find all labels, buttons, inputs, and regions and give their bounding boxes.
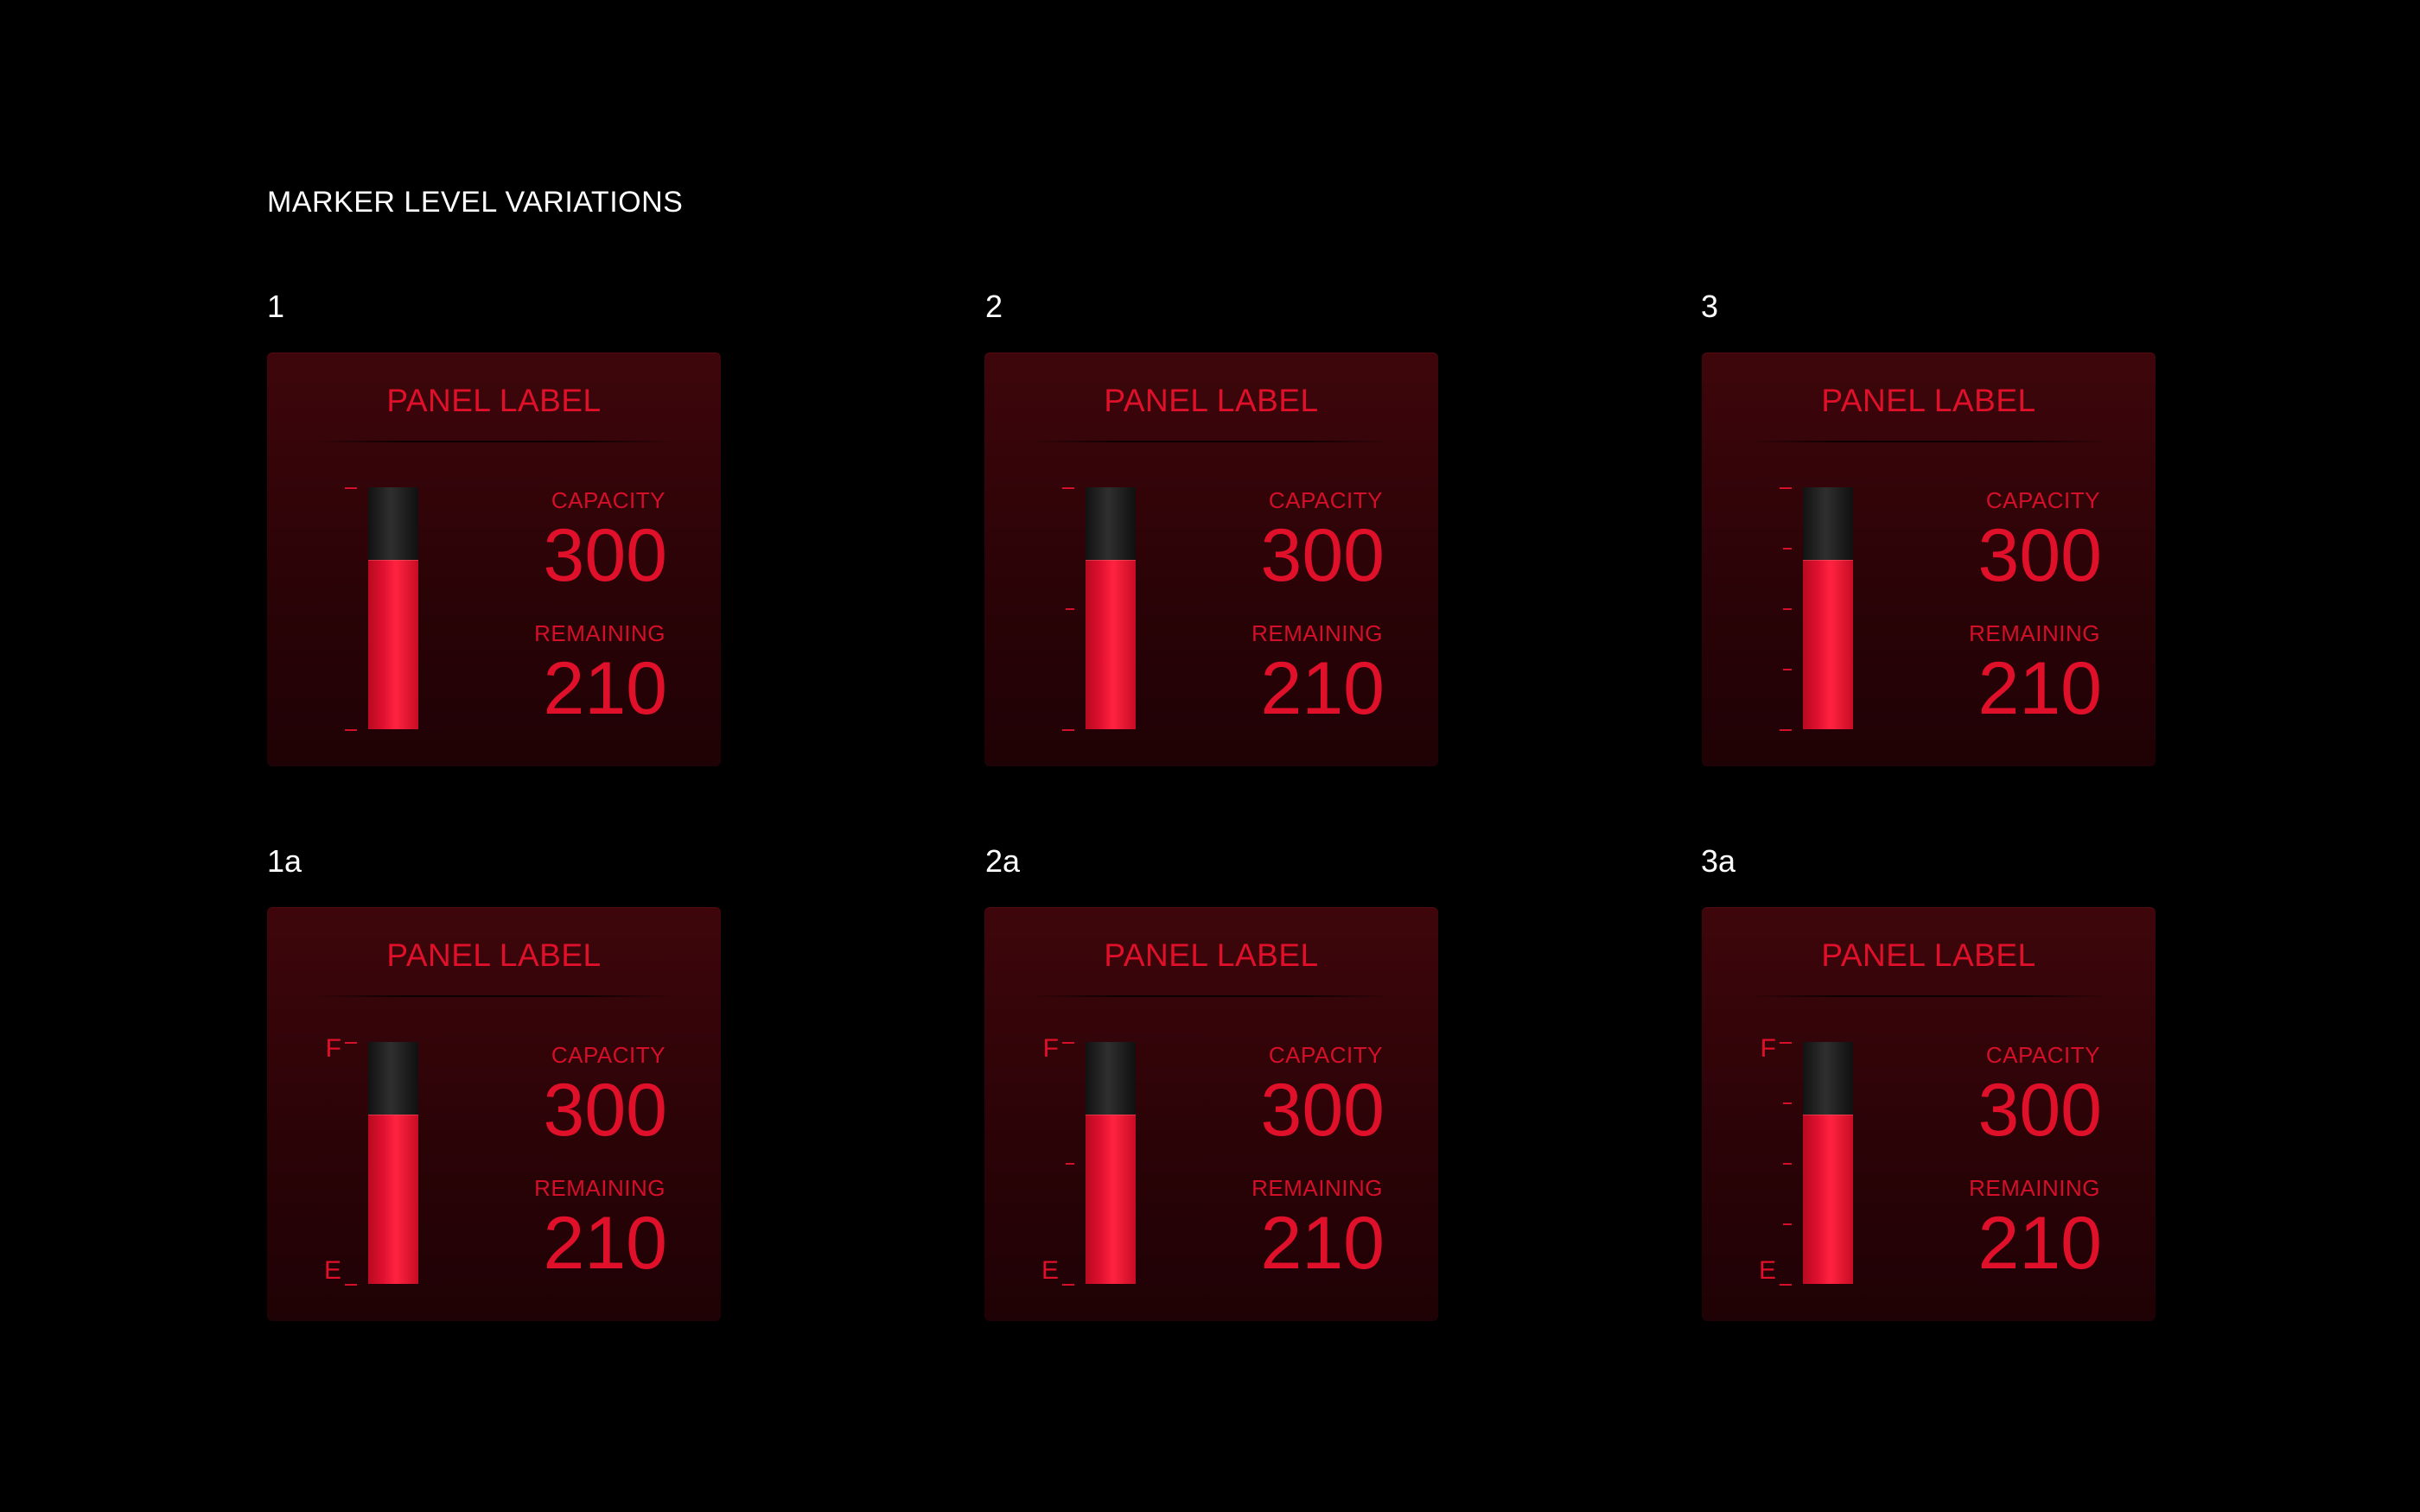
scale-tick bbox=[1062, 1284, 1074, 1286]
capacity-value: 300 bbox=[1977, 514, 2103, 597]
panel-2a: PANEL LABEL F E CAPACITY 300 REMAINING 2… bbox=[984, 907, 1438, 1321]
panel-label: PANEL LABEL bbox=[386, 383, 602, 418]
capacity-label: CAPACITY bbox=[1985, 487, 2100, 513]
level-tube bbox=[1086, 1042, 1136, 1284]
empty-marker-label: E bbox=[1758, 1256, 1776, 1285]
capacity-label: CAPACITY bbox=[1268, 487, 1383, 513]
scale-tick bbox=[1062, 487, 1074, 489]
panel-divider bbox=[1747, 441, 2111, 442]
scale-tick bbox=[345, 1042, 357, 1044]
panel-3a: PANEL LABEL F E CAPACITY 300 REMAINING 2… bbox=[1702, 907, 2156, 1321]
panel-divider bbox=[312, 441, 676, 442]
level-fill bbox=[1086, 560, 1136, 729]
remaining-value: 210 bbox=[543, 647, 668, 730]
full-marker-label: F bbox=[1760, 1034, 1776, 1063]
full-marker-label: F bbox=[325, 1034, 341, 1063]
capacity-value: 300 bbox=[1260, 514, 1385, 597]
panel-1a: PANEL LABEL F E CAPACITY 300 REMAINING 2… bbox=[267, 907, 721, 1321]
panel-divider bbox=[312, 995, 676, 997]
capacity-label: CAPACITY bbox=[1268, 1042, 1383, 1068]
level-fill bbox=[1086, 1115, 1136, 1284]
scale-tick bbox=[1062, 1042, 1074, 1044]
panel-1: PANEL LABEL CAPACITY 300 REMAINING 210 bbox=[267, 353, 721, 766]
capacity-value: 300 bbox=[543, 1069, 668, 1152]
variant-label-3: 3 bbox=[1701, 289, 1719, 324]
remaining-label: REMAINING bbox=[1251, 620, 1383, 646]
level-fill bbox=[1803, 560, 1853, 729]
empty-marker-label: E bbox=[1041, 1256, 1059, 1285]
level-tube bbox=[1803, 487, 1853, 729]
full-marker-label: F bbox=[1042, 1034, 1059, 1063]
capacity-label: CAPACITY bbox=[551, 1042, 666, 1068]
panel-divider bbox=[1029, 995, 1393, 997]
level-tube bbox=[1086, 487, 1136, 729]
level-tube bbox=[368, 1042, 418, 1284]
scale-tick bbox=[1783, 669, 1792, 670]
capacity-label: CAPACITY bbox=[1985, 1042, 2100, 1068]
panel-label: PANEL LABEL bbox=[1104, 937, 1319, 973]
remaining-value: 210 bbox=[1977, 1202, 2103, 1285]
capacity-value: 300 bbox=[543, 514, 668, 597]
scale-tick bbox=[345, 487, 357, 489]
capacity-value: 300 bbox=[1977, 1069, 2103, 1152]
level-tube bbox=[368, 487, 418, 729]
remaining-label: REMAINING bbox=[1969, 620, 2100, 646]
panel-label: PANEL LABEL bbox=[1821, 937, 2036, 973]
scale-tick bbox=[1780, 1284, 1792, 1286]
scale-tick bbox=[1783, 548, 1792, 550]
panel-3: PANEL LABEL CAPACITY 300 REMAINING 210 bbox=[1702, 353, 2156, 766]
panel-label: PANEL LABEL bbox=[1821, 383, 2036, 418]
level-fill bbox=[1803, 1115, 1853, 1284]
scale-tick bbox=[1780, 487, 1792, 489]
remaining-label: REMAINING bbox=[534, 1175, 666, 1201]
remaining-value: 210 bbox=[1260, 1202, 1385, 1285]
scale-tick bbox=[1783, 1163, 1792, 1165]
scale-tick bbox=[1066, 1163, 1074, 1165]
remaining-value: 210 bbox=[543, 1202, 668, 1285]
level-fill bbox=[368, 1115, 418, 1284]
capacity-label: CAPACITY bbox=[551, 487, 666, 513]
empty-marker-label: E bbox=[323, 1256, 341, 1285]
capacity-value: 300 bbox=[1260, 1069, 1385, 1152]
remaining-label: REMAINING bbox=[1969, 1175, 2100, 1201]
panel-label: PANEL LABEL bbox=[1104, 383, 1319, 418]
panel-label: PANEL LABEL bbox=[386, 937, 602, 973]
scale-tick bbox=[1783, 1102, 1792, 1104]
panel-divider bbox=[1747, 995, 2111, 997]
scale-tick bbox=[1783, 608, 1792, 610]
variant-label-2: 2 bbox=[985, 289, 1003, 324]
remaining-value: 210 bbox=[1260, 647, 1385, 730]
panel-divider bbox=[1029, 441, 1393, 442]
level-fill bbox=[368, 560, 418, 729]
remaining-label: REMAINING bbox=[1251, 1175, 1383, 1201]
variant-label-1a: 1a bbox=[267, 843, 302, 879]
level-tube bbox=[1803, 1042, 1853, 1284]
panel-2: PANEL LABEL CAPACITY 300 REMAINING 210 bbox=[984, 353, 1438, 766]
page-title: MARKER LEVEL VARIATIONS bbox=[267, 186, 684, 219]
scale-tick bbox=[1062, 729, 1074, 731]
remaining-value: 210 bbox=[1977, 647, 2103, 730]
scale-tick bbox=[345, 1284, 357, 1286]
variant-label-1: 1 bbox=[267, 289, 285, 324]
variant-label-2a: 2a bbox=[985, 843, 1021, 879]
scale-tick bbox=[1780, 1042, 1792, 1044]
scale-tick bbox=[1066, 608, 1074, 610]
scale-tick bbox=[1780, 729, 1792, 731]
scale-tick bbox=[345, 729, 357, 731]
remaining-label: REMAINING bbox=[534, 620, 666, 646]
scale-tick bbox=[1783, 1223, 1792, 1225]
variant-label-3a: 3a bbox=[1701, 843, 1736, 879]
